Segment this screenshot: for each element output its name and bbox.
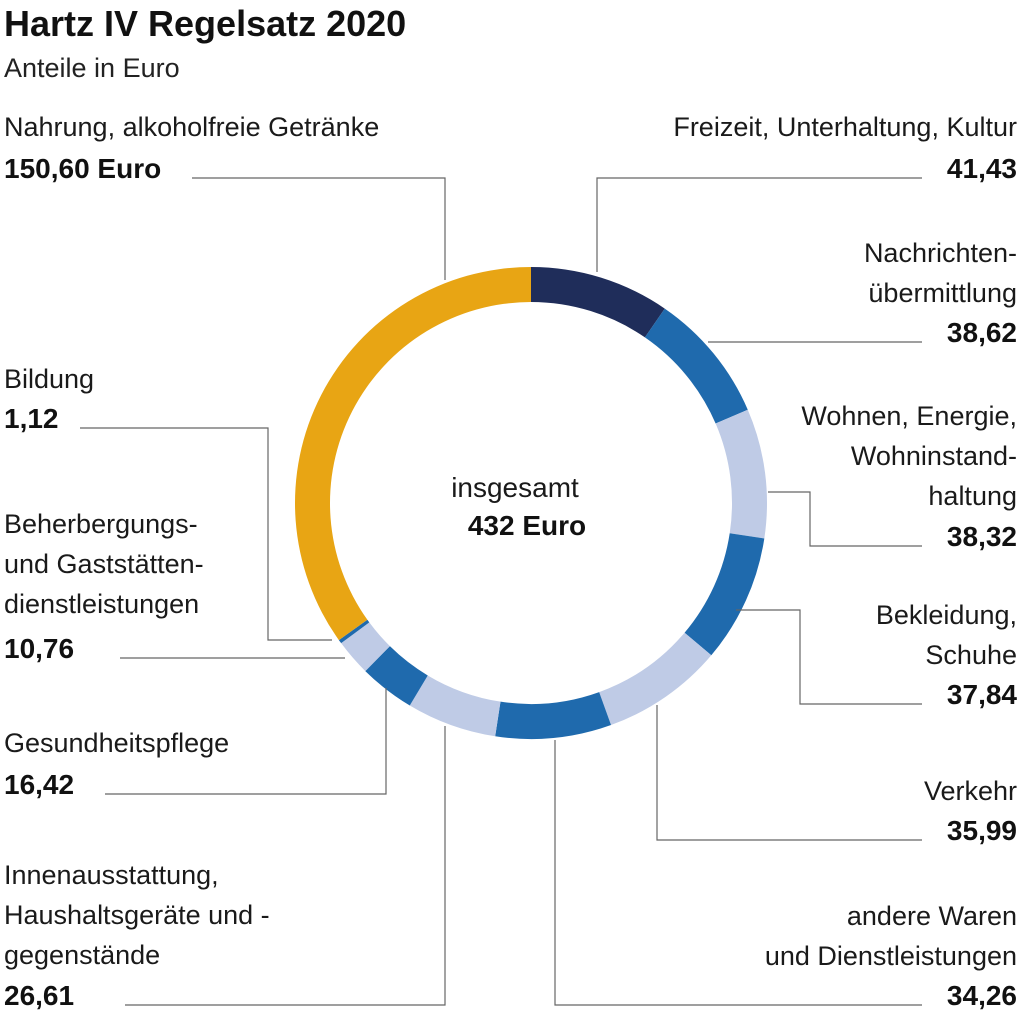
- slice-label-6: und Dienstleistungen: [765, 941, 1017, 971]
- donut-slice-2: [644, 308, 748, 424]
- slice-value-9: 10,76: [4, 633, 74, 664]
- slice-label-2: übermittlung: [868, 278, 1017, 308]
- slice-value-8: 16,42: [4, 769, 74, 800]
- donut-slice-11: [294, 267, 531, 641]
- slice-label-7: Innenausstattung,: [4, 860, 219, 890]
- slice-value-3: 38,32: [947, 521, 1017, 552]
- slice-label-8: Gesundheitspflege: [4, 728, 229, 758]
- slice-label-6: andere Waren: [847, 901, 1017, 931]
- donut-slice-5: [599, 632, 712, 726]
- donut-slice-3: [715, 409, 767, 539]
- center-total: 432 Euro: [468, 510, 586, 541]
- slice-label-9: und Gaststätten-: [4, 549, 204, 579]
- slice-value-10: 1,12: [4, 403, 59, 434]
- donut-slices: [294, 267, 767, 739]
- slice-labels: Freizeit, Unterhaltung, Kultur 41,43 Nachr…: [4, 112, 1017, 1011]
- leader-line-1: [596, 177, 922, 272]
- leader-line-4: [736, 609, 922, 705]
- center-label: insgesamt: [451, 472, 579, 503]
- slice-label-9: Beherbergungs-: [4, 509, 198, 539]
- leader-line-6: [554, 740, 922, 1006]
- leader-line-10: [80, 427, 332, 641]
- slice-value-6: 34,26: [947, 980, 1017, 1011]
- slice-label-3: Wohnen, Energie,: [801, 401, 1017, 431]
- slice-label-10: Bildung: [4, 364, 94, 394]
- donut-slice-7: [409, 675, 501, 737]
- slice-value-11: 150,60 Euro: [4, 153, 161, 184]
- leader-line-8: [105, 688, 387, 795]
- slice-value-1: 41,43: [947, 153, 1017, 184]
- slice-label-11: Nahrung, alkoholfreie Getränke: [4, 112, 379, 142]
- slice-label-3: Wohninstand-: [851, 441, 1017, 471]
- slice-value-7: 26,61: [4, 980, 74, 1011]
- slice-label-4: Schuhe: [925, 640, 1017, 670]
- donut-slice-10: [338, 619, 370, 644]
- slice-label-1: Freizeit, Unterhaltung, Kultur: [673, 112, 1017, 142]
- donut-slice-9: [341, 622, 390, 672]
- donut-slice-6: [495, 692, 612, 739]
- slice-label-3: haltung: [928, 481, 1017, 511]
- leader-line-11: [192, 177, 446, 280]
- leader-line-7: [125, 726, 446, 1006]
- slice-value-2: 38,62: [947, 317, 1017, 348]
- slice-label-9: dienstleistungen: [4, 589, 199, 619]
- slice-value-5: 35,99: [947, 815, 1017, 846]
- leader-line-5: [656, 705, 922, 841]
- slice-value-4: 37,84: [947, 679, 1017, 710]
- leader-lines: [80, 177, 922, 1006]
- slice-label-2: Nachrichten-: [864, 238, 1017, 268]
- slice-label-5: Verkehr: [924, 776, 1017, 806]
- slice-label-7: gegenstände: [4, 940, 160, 970]
- leader-line-3: [768, 491, 922, 547]
- chart-title: Hartz IV Regelsatz 2020: [4, 3, 406, 44]
- chart-subtitle: Anteile in Euro: [4, 53, 180, 83]
- slice-label-4: Bekleidung,: [876, 600, 1017, 630]
- donut-slice-1: [531, 267, 665, 338]
- donut-slice-4: [684, 533, 765, 656]
- donut-slice-8: [365, 646, 428, 706]
- slice-label-7: Haushaltsgeräte und -: [4, 900, 270, 930]
